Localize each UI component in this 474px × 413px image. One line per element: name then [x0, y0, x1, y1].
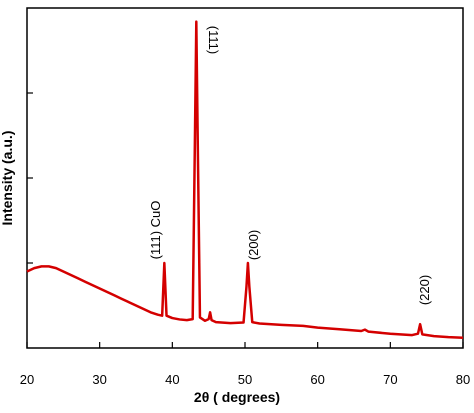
x-tick-label: 20	[20, 372, 34, 387]
x-tick-label: 30	[92, 372, 106, 387]
x-tick-label: 60	[310, 372, 324, 387]
x-tick-label: 40	[165, 372, 179, 387]
y-axis-label: Intensity (a.u.)	[0, 131, 15, 226]
peak-annotation: (111)	[206, 26, 221, 54]
peak-annotation: (200)	[246, 230, 261, 260]
x-tick-label: 50	[238, 372, 252, 387]
x-axis-label: 2θ ( degrees)	[194, 389, 280, 405]
peak-annotation: (111) CuO	[148, 201, 163, 260]
x-tick-label: 80	[456, 372, 470, 387]
x-tick-label: 70	[383, 372, 397, 387]
peak-annotation: (220)	[417, 275, 432, 305]
data-line	[26, 20, 464, 340]
